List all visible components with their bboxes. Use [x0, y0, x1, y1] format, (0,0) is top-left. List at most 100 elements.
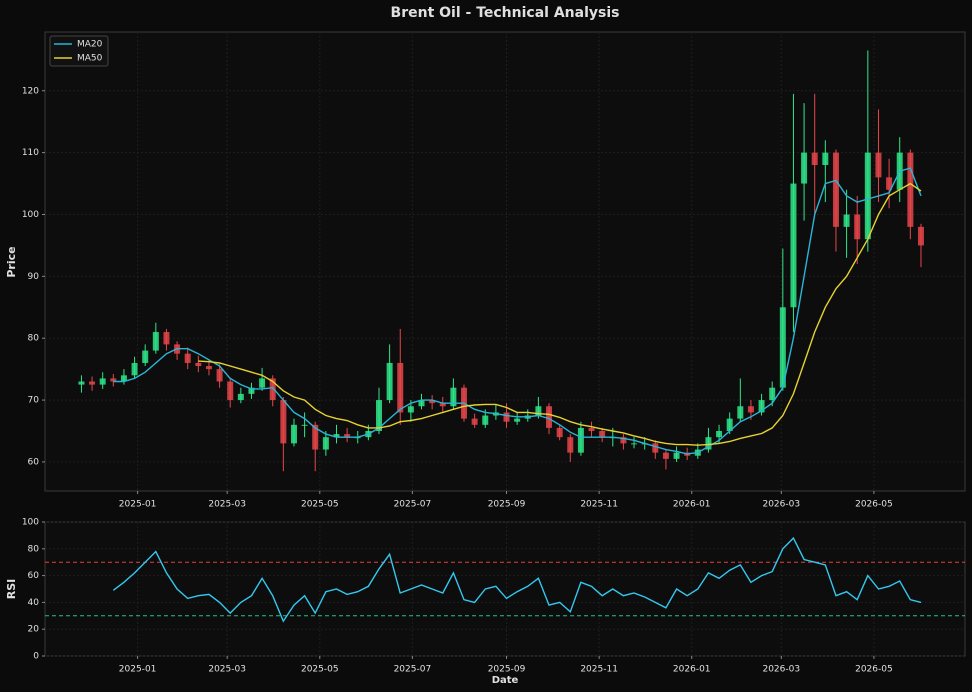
candle-body: [726, 418, 733, 431]
x-tick-label: 2025-11: [580, 500, 618, 510]
ma-line: [198, 182, 922, 446]
candle-body: [747, 406, 754, 413]
candle-body: [269, 378, 276, 401]
candle-body: [514, 418, 521, 422]
x-tick-label: 2025-01: [119, 500, 157, 510]
candle-body: [811, 152, 818, 165]
candle-body: [248, 387, 255, 394]
candle-body: [673, 452, 680, 459]
y-tick-label: 0: [33, 652, 39, 662]
candle-body: [259, 378, 266, 388]
candle-body: [142, 350, 149, 363]
candle-body: [482, 415, 489, 425]
y-tick-label: 70: [28, 396, 40, 406]
x-tick-label: 2026-01: [673, 665, 711, 675]
candle-body: [567, 437, 574, 453]
y-tick-label: 120: [22, 86, 39, 96]
x-axis-label: Date: [492, 675, 519, 686]
y-tick-label: 40: [28, 598, 40, 608]
x-tick-label: 2025-07: [394, 665, 432, 675]
x-tick-label: 2025-05: [301, 665, 339, 675]
candle-body: [78, 381, 85, 385]
x-tick-label: 2026-03: [762, 665, 800, 675]
candle-body: [886, 177, 893, 190]
y-tick-label: 100: [22, 210, 39, 220]
candle-body: [705, 437, 712, 450]
candle-body: [439, 403, 446, 407]
candle-body: [832, 152, 839, 227]
candle-body: [290, 424, 297, 444]
candle-body: [110, 378, 117, 382]
candle-body: [503, 412, 510, 422]
candle-body: [227, 381, 234, 401]
candle-body: [758, 400, 765, 413]
candle-body: [184, 353, 191, 363]
x-tick-label: 2026-05: [855, 500, 893, 510]
candle-body: [450, 387, 457, 407]
candle-body: [599, 430, 606, 438]
candle-body: [864, 152, 871, 240]
y-tick-label: 60: [28, 571, 40, 581]
x-tick-label: 2025-05: [301, 500, 339, 510]
candle-body: [152, 332, 159, 351]
candle-body: [546, 406, 553, 428]
candle-body: [195, 362, 202, 367]
y-tick-label: 80: [28, 544, 40, 554]
candle-body: [89, 381, 96, 385]
ma-line: [113, 167, 922, 455]
legend-label: MA50: [77, 54, 103, 64]
rsi-line: [112, 536, 922, 623]
candle-body: [716, 430, 723, 438]
x-tick-label: 2025-01: [119, 665, 157, 675]
candle-body: [386, 362, 393, 401]
x-tick-label: 2025-11: [580, 665, 618, 675]
candle-body: [375, 400, 382, 431]
candle-body: [237, 393, 244, 401]
candle-body: [875, 152, 882, 178]
candle-body: [854, 214, 861, 240]
candle-body: [556, 427, 563, 438]
candle-body: [737, 406, 744, 419]
candle-body: [205, 366, 212, 370]
y-axis-label: Price: [5, 246, 18, 277]
candle-body: [662, 452, 669, 459]
x-tick-label: 2025-03: [208, 665, 246, 675]
candle-body: [790, 183, 797, 308]
y-tick-label: 20: [28, 625, 40, 635]
y-tick-label: 90: [28, 272, 40, 282]
candle-body: [588, 427, 595, 431]
y-tick-label: 110: [22, 148, 39, 158]
candle-body: [631, 443, 638, 445]
candle-body: [407, 406, 414, 413]
candle-body: [620, 437, 627, 444]
candle-body: [322, 437, 329, 450]
candle-body: [333, 434, 340, 438]
x-tick-label: 2025-03: [208, 500, 246, 510]
price-panel: [44, 31, 966, 492]
candle-body: [163, 332, 170, 345]
y-tick-label: 80: [28, 334, 40, 344]
y-tick-label: 100: [22, 518, 39, 528]
y-axis-label: RSI: [5, 579, 18, 600]
candle-body: [120, 375, 127, 382]
candle-body: [418, 400, 425, 407]
candle-body: [397, 362, 404, 413]
candle-body: [907, 152, 914, 227]
x-tick-label: 2025-09: [488, 665, 526, 675]
candle-body: [99, 378, 106, 385]
candle-body: [301, 424, 308, 426]
candle-body: [216, 369, 223, 382]
legend-label: MA20: [77, 40, 103, 50]
y-tick-label: 60: [28, 457, 40, 467]
candle-body: [577, 427, 584, 453]
chart-title: Brent Oil - Technical Analysis: [391, 5, 620, 21]
x-tick-label: 2025-09: [488, 500, 526, 510]
x-tick-label: 2026-01: [673, 500, 711, 510]
candle-body: [769, 387, 776, 401]
candle-body: [429, 400, 436, 404]
candle-body: [652, 443, 659, 453]
x-tick-label: 2026-03: [762, 500, 800, 510]
candle-body: [917, 226, 924, 246]
